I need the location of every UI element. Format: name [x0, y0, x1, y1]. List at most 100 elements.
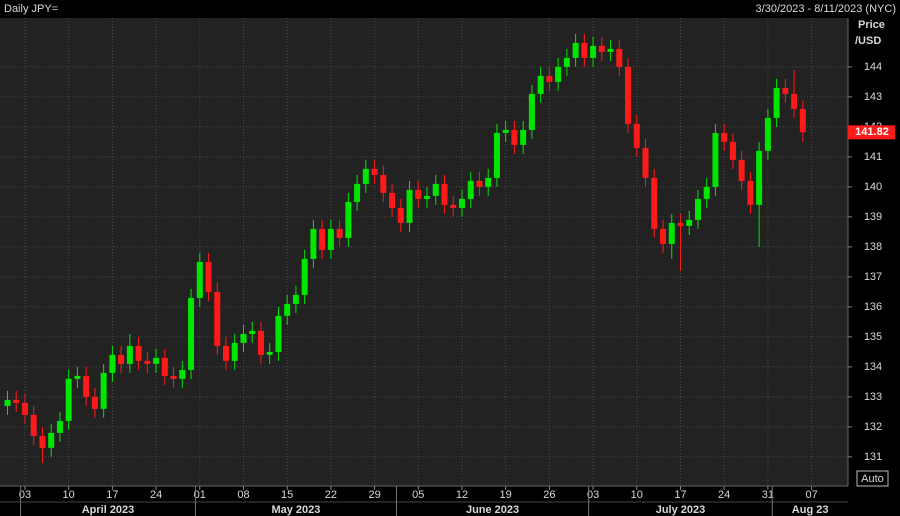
candle-body — [371, 168, 378, 175]
candle-body — [188, 297, 195, 370]
candle-body — [153, 357, 160, 364]
auto-button-label[interactable]: Auto — [861, 473, 884, 485]
candle-body — [319, 228, 326, 250]
candle-body — [441, 183, 448, 205]
candle-body — [581, 42, 588, 58]
candle-body — [91, 396, 98, 409]
candle-body — [782, 87, 789, 94]
candle-body — [694, 198, 701, 220]
candle-body — [563, 57, 570, 67]
candle-body — [677, 222, 684, 226]
candle-body — [633, 123, 640, 148]
y-tick-label: 139 — [864, 211, 882, 223]
x-tick-label: 01 — [194, 489, 206, 501]
candle-body — [275, 315, 282, 352]
x-tick-label: 31 — [762, 489, 774, 501]
candle-body — [135, 345, 142, 361]
x-tick-label: 17 — [106, 489, 118, 501]
candle-body — [572, 42, 579, 58]
candle-body — [432, 183, 439, 196]
x-tick-label: 05 — [412, 489, 424, 501]
candle-body — [607, 48, 614, 52]
candle-body — [703, 186, 710, 199]
candle-body — [118, 354, 125, 364]
candle-body — [660, 228, 666, 244]
candle-body — [467, 180, 474, 199]
candle-body — [415, 189, 422, 199]
month-label: June 2023 — [466, 504, 519, 516]
x-tick-label: 03 — [587, 489, 599, 501]
candle-body — [126, 345, 133, 364]
date-range: 3/30/2023 - 8/11/2023 (NYC) — [756, 3, 896, 15]
candle-body — [74, 375, 81, 379]
x-tick-label: 19 — [500, 489, 512, 501]
candle-body — [406, 189, 413, 223]
candle-body — [362, 168, 369, 184]
candle-body — [546, 75, 553, 82]
candle-body — [668, 222, 675, 244]
x-tick-label: 12 — [456, 489, 468, 501]
candle-body — [686, 219, 693, 226]
y-tick-label: 136 — [864, 301, 882, 313]
candle-body — [257, 330, 264, 355]
candle-body — [249, 330, 256, 334]
candle-body — [223, 345, 229, 361]
candle-body — [493, 132, 500, 178]
candle-body — [205, 261, 212, 292]
grid — [0, 18, 848, 486]
candle-body — [144, 360, 151, 364]
candle-body — [56, 420, 63, 433]
y-tick-label: 137 — [864, 271, 882, 283]
candle-body — [13, 399, 20, 403]
candle-body — [345, 201, 352, 238]
candle-body — [458, 198, 465, 208]
candle-body — [450, 204, 457, 208]
x-tick-label: 07 — [805, 489, 817, 501]
y-tick-label: 135 — [864, 331, 882, 343]
candle-body — [292, 294, 299, 304]
y-tick-label: 138 — [864, 241, 882, 253]
candle-body — [266, 351, 273, 355]
auto-button[interactable] — [856, 470, 889, 487]
x-tick-label: 08 — [237, 489, 249, 501]
candle-body — [83, 375, 90, 397]
y-tick-label: 143 — [864, 91, 882, 103]
candle-body — [214, 291, 221, 346]
candle-body — [179, 369, 186, 379]
candle-body — [39, 435, 46, 448]
candle-body — [712, 132, 719, 187]
chart-title: Daily JPY= — [4, 3, 58, 15]
y-axis-label: Price — [858, 19, 885, 31]
x-tick-label: 10 — [63, 489, 75, 501]
candle-body — [284, 303, 291, 316]
candle-body — [380, 174, 387, 193]
candle-body — [528, 93, 535, 130]
candle-body — [791, 93, 798, 109]
month-label: May 2023 — [271, 504, 320, 516]
x-tick-label: 15 — [281, 489, 293, 501]
y-tick-label: 134 — [864, 361, 882, 373]
candle-body — [747, 180, 754, 205]
x-tick-label: 10 — [631, 489, 643, 501]
x-tick-label: 29 — [368, 489, 380, 501]
x-tick-label: 24 — [718, 489, 730, 501]
candle-body — [590, 45, 597, 58]
candle-body — [537, 75, 544, 94]
candle-body — [65, 378, 72, 421]
candle-body — [476, 180, 483, 187]
x-tick-label: 03 — [19, 489, 31, 501]
candle-body — [642, 147, 649, 178]
x-tick-label: 22 — [325, 489, 337, 501]
y-tick-label: 133 — [864, 391, 882, 403]
candle-body — [485, 177, 492, 187]
candle-body — [625, 66, 632, 124]
candle-body — [354, 183, 361, 202]
candle-body — [4, 399, 11, 406]
candle-body — [520, 129, 527, 145]
candle-body — [240, 333, 247, 343]
candle-body — [21, 402, 28, 415]
candle-body — [502, 129, 509, 133]
candle-body — [424, 195, 431, 199]
candle-body — [100, 372, 107, 409]
